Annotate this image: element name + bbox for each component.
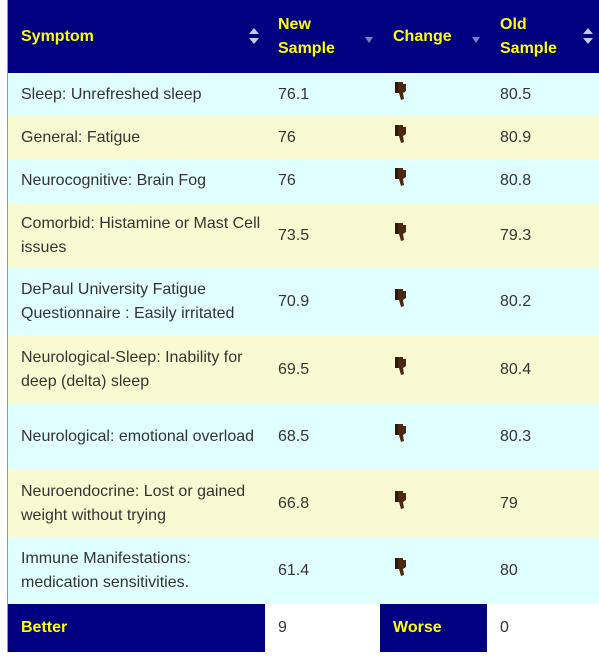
change-cell <box>380 537 487 604</box>
thumbs-down-icon <box>395 490 406 509</box>
table-body: Sleep: Unrefreshed sleep 76.1 80.5 General:… <box>8 73 599 604</box>
change-cell <box>380 470 487 537</box>
change-cell <box>380 73 487 116</box>
column-header[interactable]: Symptom <box>8 0 265 73</box>
table-row: Sleep: Unrefreshed sleep 76.1 80.5 <box>8 73 599 116</box>
new-sample-cell: 70.9 <box>265 268 380 336</box>
symptom-cell: General: Fatigue <box>8 116 265 159</box>
new-sample-cell: 61.4 <box>265 537 380 604</box>
thumbs-down-icon <box>395 289 406 307</box>
sort-icon <box>249 28 259 44</box>
new-sample-cell: 69.5 <box>265 336 380 403</box>
header-text: Symptom <box>21 27 94 45</box>
column-header[interactable]: Old Sample <box>487 0 599 73</box>
table-row: General: Fatigue 76 80.9 <box>8 116 599 159</box>
old-sample-cell: 80.8 <box>487 159 599 203</box>
old-sample-cell: 80 <box>487 537 599 604</box>
table-row: Neurocognitive: Brain Fog 76 80.8 <box>8 159 599 203</box>
new-sample-cell: 76 <box>265 116 380 159</box>
symptom-cell: Immune Manifestations: medication sensit… <box>8 537 265 604</box>
symptom-table: Symptom New Sample Change Old Sample Sle… <box>8 0 599 652</box>
symptom-cell: Neurocognitive: Brain Fog <box>8 159 265 203</box>
thumbs-down-icon <box>395 423 406 442</box>
header-text: Old Sample <box>500 15 557 57</box>
table-wrapper: Symptom New Sample Change Old Sample Sle… <box>7 0 599 652</box>
old-sample-cell: 80.2 <box>487 268 599 336</box>
change-cell <box>380 116 487 159</box>
new-sample-cell: 73.5 <box>265 203 380 268</box>
sort-icon <box>583 28 593 44</box>
new-sample-cell: 66.8 <box>265 470 380 537</box>
change-cell <box>380 268 487 336</box>
symptom-cell: Neuroendocrine: Lost or gained weight wi… <box>8 470 265 537</box>
thumbs-down-icon <box>395 124 406 143</box>
header-row: Symptom New Sample Change Old Sample <box>8 0 599 73</box>
table-row: Comorbid: Histamine or Mast Cell issues 7… <box>8 203 599 268</box>
old-sample-cell: 79 <box>487 470 599 537</box>
thumbs-down-icon <box>395 81 406 100</box>
old-sample-cell: 80.5 <box>487 73 599 116</box>
new-sample-cell: 76.1 <box>265 73 380 116</box>
sort-icon <box>365 37 373 43</box>
table-row: DePaul University Fatigue Questionnaire … <box>8 268 599 336</box>
symptom-cell: DePaul University Fatigue Questionnaire … <box>8 268 265 336</box>
worse-value: 0 <box>487 604 599 652</box>
thumbs-down-icon <box>395 222 406 241</box>
header-text: Change <box>393 27 452 45</box>
thumbs-down-icon <box>395 356 406 375</box>
old-sample-cell: 80.3 <box>487 403 599 470</box>
change-cell <box>380 159 487 203</box>
sort-icon <box>472 37 480 43</box>
old-sample-cell: 79.3 <box>487 203 599 268</box>
column-header[interactable]: New Sample <box>265 0 380 73</box>
change-cell <box>380 403 487 470</box>
change-cell <box>380 203 487 268</box>
new-sample-cell: 68.5 <box>265 403 380 470</box>
table-row: Immune Manifestations: medication sensit… <box>8 537 599 604</box>
change-cell <box>380 336 487 403</box>
symptom-cell: Neurological-Sleep: Inability for deep (… <box>8 336 265 403</box>
better-label: Better <box>8 604 265 652</box>
table-row: Neurological: emotional overload 68.5 80.3 <box>8 403 599 470</box>
symptom-cell: Sleep: Unrefreshed sleep <box>8 73 265 116</box>
header-text: New Sample <box>278 15 335 57</box>
table-row: Neurological-Sleep: Inability for deep (… <box>8 336 599 403</box>
thumbs-down-icon <box>395 168 406 186</box>
better-value: 9 <box>265 604 380 652</box>
worse-label: Worse <box>380 604 487 652</box>
symptom-cell: Neurological: emotional overload <box>8 403 265 470</box>
thumbs-down-icon <box>395 557 406 576</box>
old-sample-cell: 80.4 <box>487 336 599 403</box>
symptom-cell: Comorbid: Histamine or Mast Cell issues <box>8 203 265 268</box>
column-header[interactable]: Change <box>380 0 487 73</box>
footer-row: Better 9 Worse 0 <box>8 604 599 652</box>
new-sample-cell: 76 <box>265 159 380 203</box>
old-sample-cell: 80.9 <box>487 116 599 159</box>
table-row: Neuroendocrine: Lost or gained weight wi… <box>8 470 599 537</box>
